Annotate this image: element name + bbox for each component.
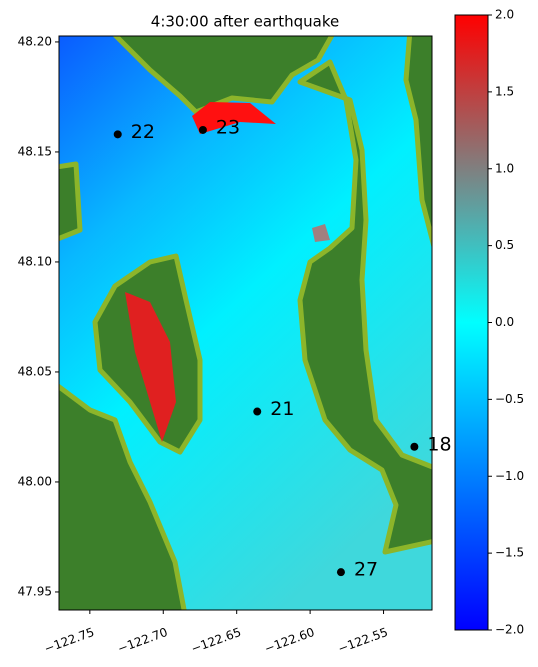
gauge-point: [253, 407, 262, 416]
gauge-label: 21: [270, 398, 294, 420]
map: [59, 36, 432, 610]
gauge-label: 18: [427, 433, 451, 455]
colorbar-tick-label: −1.0: [495, 469, 524, 483]
gauge-label: 22: [131, 121, 155, 143]
y-tick-label: 48.10: [18, 254, 52, 268]
gauge-label: 23: [216, 116, 240, 138]
y-tick-label: 47.95: [18, 584, 52, 598]
colorbar-tick-label: 0.5: [495, 238, 514, 252]
gauge-point: [113, 130, 122, 139]
y-tick-label: 48.05: [18, 364, 52, 378]
x-tick-label: −122.75: [42, 625, 96, 656]
y-tick-label: 48.15: [18, 144, 52, 158]
y-tick-label: 48.00: [18, 474, 52, 488]
gauge-label: 27: [354, 559, 378, 581]
colorbar-tick-label: 0.0: [495, 315, 514, 329]
x-tick-label: −122.55: [336, 625, 390, 656]
x-tick-label: −122.70: [116, 625, 170, 656]
gauge-point: [336, 568, 345, 577]
x-tick-label: −122.65: [189, 625, 243, 656]
gauge-point: [198, 125, 207, 134]
x-tick-label: −122.60: [263, 625, 317, 656]
axes-frame: [58, 35, 433, 611]
colorbar-tick-label: 1.0: [495, 161, 514, 175]
colorbar-tick-label: 2.0: [495, 8, 514, 22]
colorbar-tick-label: −2.0: [495, 623, 524, 637]
colorbar: [454, 14, 489, 631]
chart-title: 4:30:00 after earthquake: [151, 13, 339, 31]
colorbar-tick-label: −1.5: [495, 546, 524, 560]
colorbar-tick-label: 1.5: [495, 84, 514, 98]
gauge-point: [410, 442, 419, 451]
y-tick-label: 48.20: [18, 34, 52, 48]
colorbar-tick-label: −0.5: [495, 392, 524, 406]
